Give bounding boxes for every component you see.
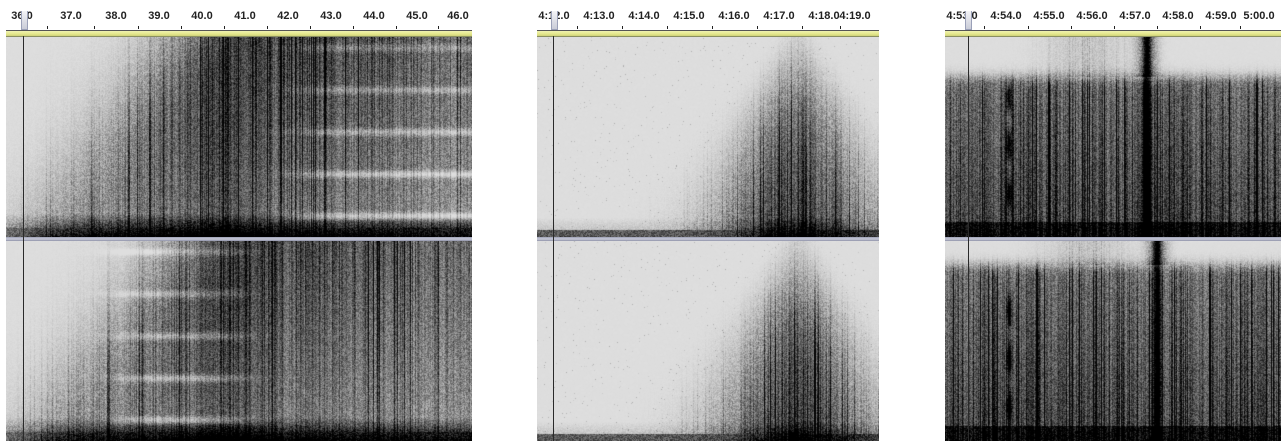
ruler-tick [840,26,841,29]
ruler-label: 4:59.0 [1205,10,1237,22]
ruler-baseline [6,30,472,31]
ruler-tick [94,26,95,29]
ruler-label: 38.0 [105,10,127,22]
selection-bar[interactable] [6,31,472,37]
ruler-label: 4:15.0 [673,10,705,22]
ruler-tick [353,26,354,29]
ruler-tick [802,26,803,29]
ruler-tick [667,26,668,29]
ruler-label: 4:55.0 [1033,10,1065,22]
ruler-label: 39.0 [148,10,170,22]
scrub-handle[interactable] [551,11,558,30]
ruler-tick [1240,26,1241,29]
timeline-ruler[interactable]: 4:53.0 4:54.0 4:55.0 4:56.0 4:57.0 4:58.… [945,0,1281,30]
ruler-label: 4:53.0 [946,10,978,22]
spectrogram-channel-top[interactable] [6,37,472,237]
spectrogram-channel-top[interactable] [537,37,879,237]
spectrogram-channel-bottom[interactable] [537,241,879,441]
spectrogram-channel-bottom[interactable] [6,241,472,441]
spectrogram-channel-top[interactable] [945,37,1281,237]
ruler-tick [1114,26,1115,29]
ruler-label: 5:00.0 [1243,10,1275,22]
scrub-handle[interactable] [21,11,28,30]
ruler-tick [224,26,225,29]
timeline-ruler[interactable]: 4:12.0 4:13.0 4:14.0 4:15.0 4:16.0 4:17.… [537,0,879,30]
channel-divider[interactable] [537,237,879,241]
ruler-label: 44.0 [363,10,385,22]
ruler-tick [438,26,439,29]
ruler-label: 4:14.0 [628,10,660,22]
ruler-tick [622,26,623,29]
playhead-cursor[interactable] [23,36,24,441]
playhead-cursor[interactable] [553,36,554,441]
ruler-tick [1157,26,1158,29]
ruler-label: 45.0 [406,10,428,22]
scrub-handle[interactable] [965,11,972,30]
ruler-label: 4:18.0 [808,10,840,22]
spectrogram-bottom [537,241,879,441]
ruler-label: 41.0 [234,10,256,22]
ruler-tick [577,26,578,29]
ruler-tick [712,26,713,29]
channel-divider[interactable] [6,237,472,241]
selection-bar[interactable] [945,31,1281,37]
ruler-tick [138,26,139,29]
ruler-tick [1071,26,1072,29]
ruler-tick [181,26,182,29]
ruler-tick [310,26,311,29]
spectrogram-top [6,37,472,237]
spectrogram-panel-2: 4:12.0 4:13.0 4:14.0 4:15.0 4:16.0 4:17.… [537,0,879,441]
ruler-label: 46.0 [447,10,469,22]
ruler-tick [757,26,758,29]
ruler-baseline [945,30,1281,31]
selection-bar[interactable] [537,31,879,37]
ruler-tick [984,26,985,29]
playhead-cursor[interactable] [968,36,969,441]
ruler-label: 4:16.0 [718,10,750,22]
ruler-label: 4:17.0 [763,10,795,22]
ruler-label: 43.0 [320,10,342,22]
ruler-label: 4:58.0 [1162,10,1194,22]
ruler-label: 4:57.0 [1119,10,1151,22]
ruler-tick [1028,26,1029,29]
timeline-ruler[interactable]: 36.0 37.0 38.0 39.0 40.0 41.0 42.0 43.0 … [6,0,472,30]
ruler-label: 4:13.0 [583,10,615,22]
spectrogram-bottom [945,241,1281,441]
ruler-tick [47,26,48,29]
ruler-label: 42.0 [277,10,299,22]
ruler-baseline [537,30,879,31]
ruler-label: 4:54.0 [990,10,1022,22]
spectrogram-top [945,37,1281,237]
spectrogram-panel-3: 4:53.0 4:54.0 4:55.0 4:56.0 4:57.0 4:58.… [945,0,1281,441]
ruler-tick [1200,26,1201,29]
spectrogram-top [537,37,879,237]
channel-divider[interactable] [945,237,1281,241]
spectrogram-bottom [6,241,472,441]
ruler-label: 40.0 [191,10,213,22]
ruler-label: 4:19.0 [839,10,871,22]
ruler-tick [267,26,268,29]
ruler-label: 4:56.0 [1076,10,1108,22]
ruler-tick [396,26,397,29]
spectrogram-channel-bottom[interactable] [945,241,1281,441]
spectrogram-panel-1: 36.0 37.0 38.0 39.0 40.0 41.0 42.0 43.0 … [6,0,472,441]
ruler-label: 37.0 [60,10,82,22]
